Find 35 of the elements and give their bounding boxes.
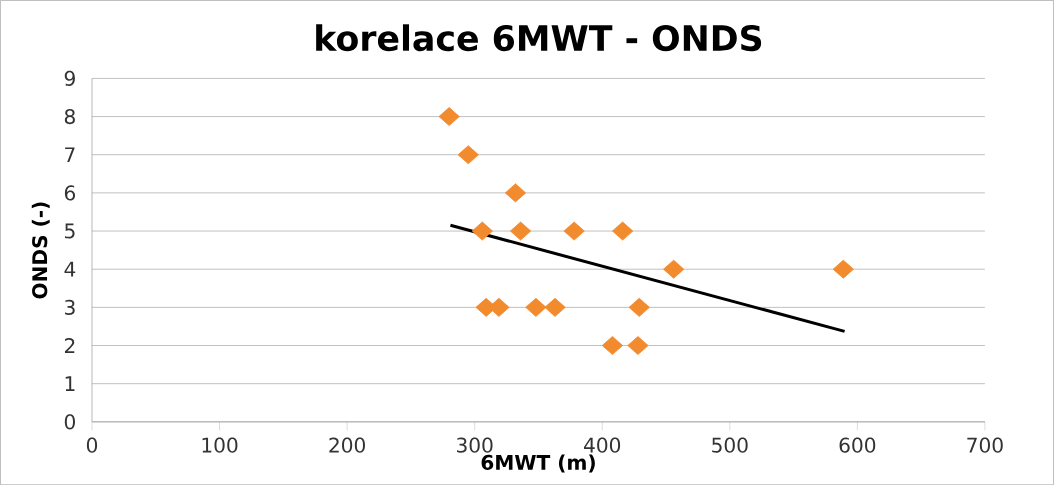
point [628, 297, 650, 317]
point [601, 335, 624, 355]
point [544, 297, 566, 317]
y-tick-label: 9 [64, 70, 75, 86]
y-tick-label: 7 [65, 147, 75, 162]
x-tick-label: 0 [86, 437, 98, 453]
point [663, 259, 685, 279]
point [510, 221, 532, 241]
chart-title: korelace 6MWT - ONDS [316, 24, 762, 52]
y-tick-label: 2 [64, 337, 75, 353]
point [627, 335, 649, 355]
x-tick-label: 500 [712, 437, 748, 453]
y-tick-label: 4 [64, 261, 76, 277]
y-tick-label: 0 [64, 414, 75, 430]
point [471, 221, 493, 241]
y-tick-label: 3 [65, 299, 75, 315]
x-tick-label: 700 [967, 437, 1003, 453]
x-tick-label: 600 [839, 437, 876, 453]
x-tick-label: 300 [457, 437, 493, 453]
y-tick-label: 1 [65, 376, 75, 391]
x-tick-label: 100 [202, 437, 238, 453]
point [438, 107, 460, 126]
x-tick-label: 400 [584, 437, 621, 453]
point [525, 297, 547, 317]
point [504, 183, 527, 203]
y-tick-label: 8 [64, 108, 75, 125]
point [563, 221, 585, 241]
point [457, 145, 479, 165]
y-tick-label: 6 [64, 185, 76, 201]
x-tick-label: 200 [329, 437, 365, 453]
point [612, 221, 634, 241]
x-axis-title: 6MWT (m) [481, 454, 595, 473]
y-tick-label: 5 [65, 223, 75, 239]
y-axis-title: ONDS (-) [31, 202, 50, 299]
point [832, 259, 854, 279]
